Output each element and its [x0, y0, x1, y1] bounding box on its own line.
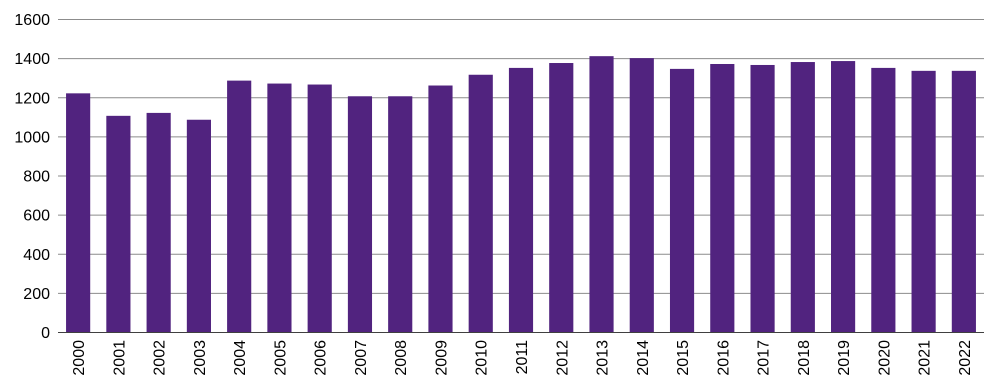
x-tick-label: 2010: [474, 340, 491, 376]
y-tick-label: 0: [41, 325, 50, 342]
bar-2005: [267, 83, 292, 333]
x-tick-label: 2007: [353, 340, 370, 376]
x-tick-label: 2003: [192, 340, 209, 376]
x-tick-label: 2017: [756, 340, 773, 376]
bar-2001: [106, 115, 131, 332]
x-tick-labels: 2000 2001 2002 2003 2004 2005 2006 2007 2008 2009…: [71, 340, 974, 376]
bar-2000: [66, 93, 91, 333]
bar-2013: [589, 56, 614, 332]
x-tick-label: 2020: [876, 340, 893, 376]
x-tick-label: 2000: [71, 340, 88, 376]
x-tick-label: 2001: [111, 340, 128, 376]
bar-2012: [549, 63, 574, 332]
y-tick-label: 800: [23, 169, 50, 186]
x-tick-label: 2011: [514, 340, 531, 375]
bar-2018: [790, 62, 815, 332]
y-tick-label: 600: [23, 208, 50, 225]
bars: [66, 56, 976, 333]
bar-2007: [347, 96, 373, 332]
x-tick-label: 2008: [393, 340, 410, 376]
bar-2004: [227, 80, 252, 332]
y-tick-label: 1400: [14, 51, 50, 68]
y-tick-labels: 0 200 400 600 800 1000 1200 1400 1600: [14, 12, 50, 342]
bar-2011: [508, 67, 534, 332]
x-tick-label: 2012: [554, 340, 571, 376]
bar-2015: [669, 68, 695, 333]
x-tick-label: 2015: [675, 340, 692, 376]
bar-2003: [186, 119, 211, 332]
y-tick-label: 1200: [14, 90, 50, 107]
bar-2009: [428, 85, 453, 332]
bar-2022: [951, 70, 976, 332]
x-tick-label: 2021: [917, 340, 934, 376]
x-tick-label: 2019: [836, 340, 853, 376]
bar-2019: [831, 61, 856, 332]
x-tick-label: 2009: [433, 340, 450, 376]
x-tick-label: 2006: [313, 340, 330, 376]
x-tick-label: 2016: [715, 340, 732, 376]
bar-2021: [911, 70, 936, 332]
y-tick-label: 1000: [14, 129, 50, 146]
x-tick-label: 2002: [152, 340, 169, 376]
y-tick-label: 200: [23, 286, 50, 303]
bar-2017: [750, 64, 775, 333]
x-tick-label: 2014: [635, 340, 652, 376]
y-tick-label: 1600: [14, 12, 50, 29]
bar-2002: [146, 112, 171, 333]
x-tick-label: 2018: [796, 340, 813, 376]
x-tick-label: 2005: [272, 340, 289, 376]
x-tick-label: 2013: [595, 340, 612, 376]
bar-2020: [871, 67, 896, 332]
y-tick-label: 400: [23, 247, 50, 264]
bar-2014: [629, 58, 654, 332]
bar-2016: [710, 63, 735, 333]
bar-2010: [468, 74, 493, 333]
bar-2006: [307, 84, 332, 332]
bar-2008: [388, 96, 413, 332]
x-tick-label: 2004: [232, 340, 249, 376]
x-tick-label: 2022: [957, 340, 974, 376]
